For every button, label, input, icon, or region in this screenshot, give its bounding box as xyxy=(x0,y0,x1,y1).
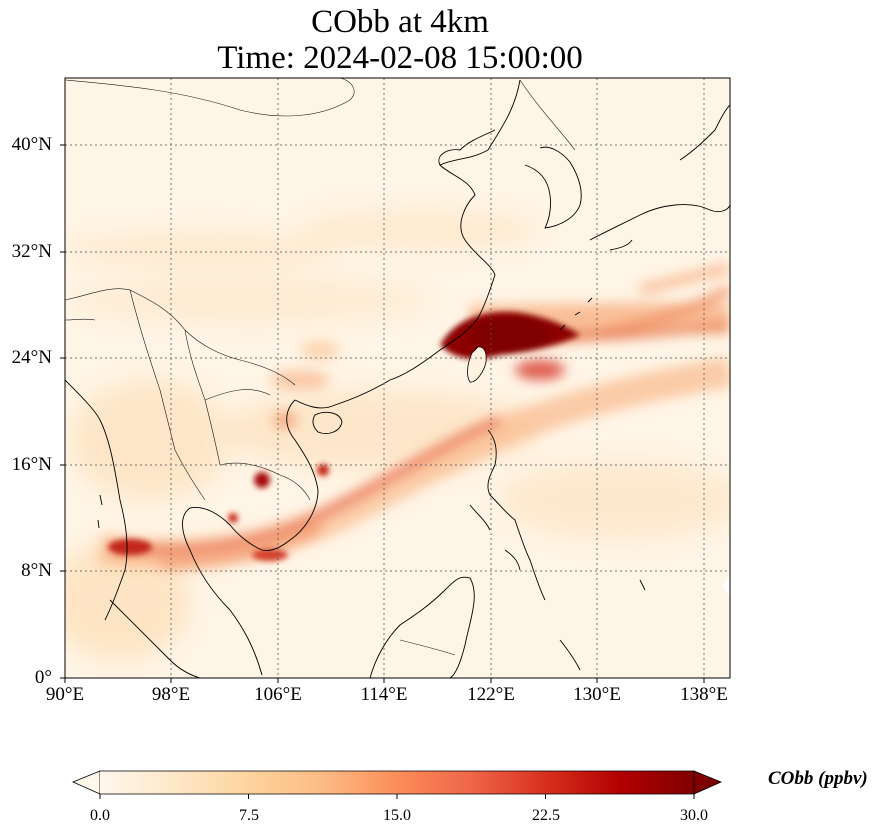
map-plot xyxy=(60,77,731,683)
coastlines xyxy=(65,79,730,678)
colorbar-tick-0: 0.0 xyxy=(90,807,110,824)
colorbar-high-extend xyxy=(693,770,723,795)
lon-label-114e: 114°E xyxy=(360,684,408,705)
colorbar xyxy=(71,770,723,799)
lon-label-122e: 122°E xyxy=(467,684,515,705)
taiwan-island xyxy=(467,346,487,383)
lon-label-98e: 98°E xyxy=(151,684,191,705)
lon-label-138e: 138°E xyxy=(680,684,728,705)
lat-label-32n: 32°N xyxy=(11,241,52,262)
country-borders xyxy=(65,78,576,656)
lat-label-0: 0° xyxy=(34,667,52,688)
map-title-line1: CObb at 4km xyxy=(311,4,489,40)
lat-label-40n: 40°N xyxy=(11,134,52,155)
colorbar-tick-15: 15.0 xyxy=(383,807,411,824)
lat-label-8n: 8°N xyxy=(21,560,52,581)
gridlines xyxy=(65,78,730,678)
lat-label-24n: 24°N xyxy=(11,347,52,368)
colorbar-gradient xyxy=(100,771,694,794)
colorbar-low-extend xyxy=(71,770,101,795)
map-frame xyxy=(64,77,731,679)
lat-label-16n: 16°N xyxy=(11,454,52,475)
map-title-line2: Time: 2024-02-08 15:00:00 xyxy=(217,40,583,76)
colorbar-tick-7-5: 7.5 xyxy=(239,807,259,824)
colorbar-tick-22-5: 22.5 xyxy=(532,807,560,824)
lon-label-106e: 106°E xyxy=(254,684,302,705)
lon-label-90e: 90°E xyxy=(45,684,85,705)
colorbar-label: CObb (ppbv) xyxy=(768,768,868,789)
lon-label-130e: 130°E xyxy=(573,684,621,705)
colorbar-tick-30: 30.0 xyxy=(680,807,708,824)
